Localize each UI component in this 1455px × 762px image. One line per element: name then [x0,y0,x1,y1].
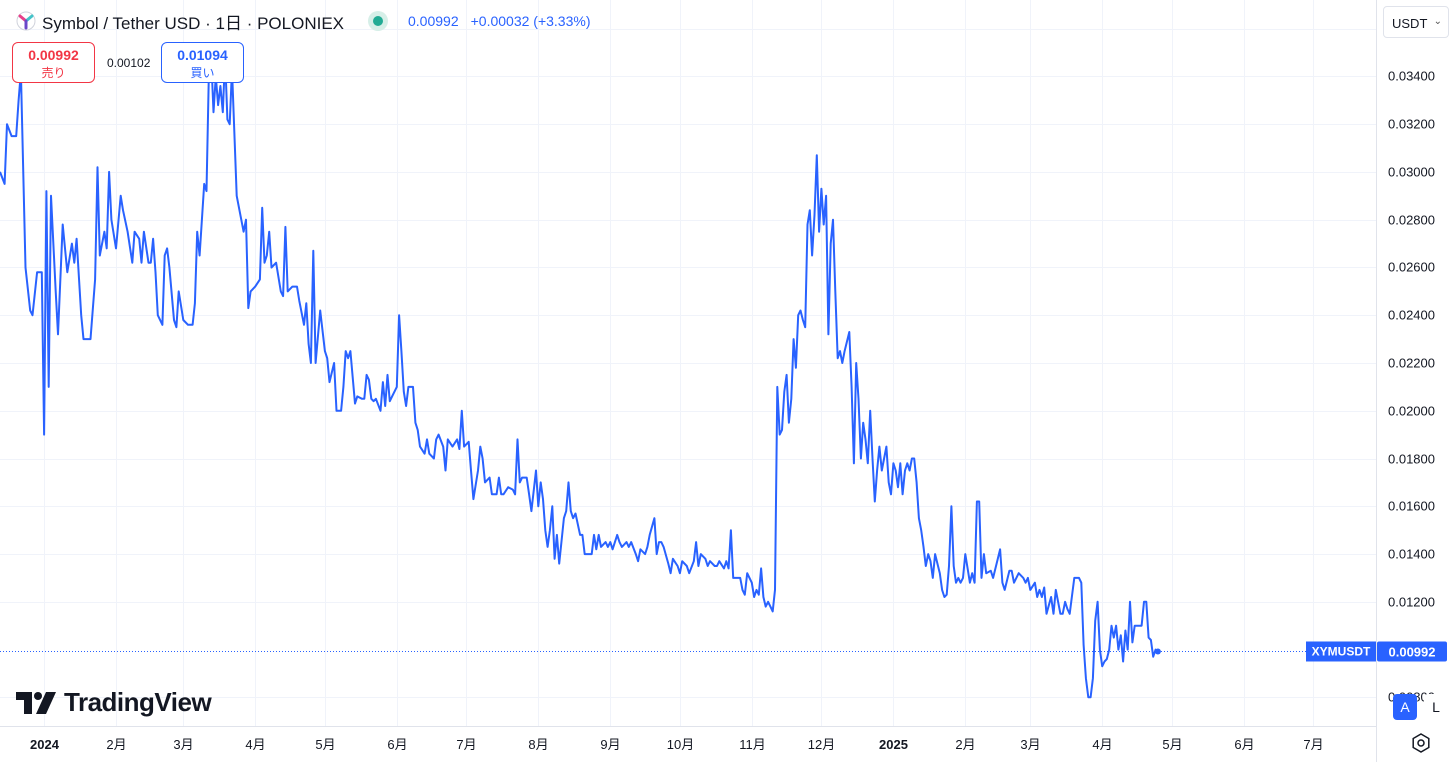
spread-value: 0.00102 [107,56,151,70]
price-tick-label: 0.01400 [1388,547,1435,562]
price-tick-label: 0.02400 [1388,308,1435,323]
price-tick-label: 0.02800 [1388,213,1435,228]
time-tick-label: 11月 [739,737,766,752]
last-price-dot [1154,648,1161,655]
symbol-label: XYMUSDT [1312,644,1371,658]
time-tick-label: 9月 [600,737,620,752]
tradingview-logo-text: TradingView [64,687,212,717]
currency-select[interactable]: USDT ⌄ [1383,6,1449,38]
time-tick-label: 7月 [456,737,476,752]
auto-scale-button[interactable]: A [1393,694,1417,720]
price-tick-label: 0.02600 [1388,260,1435,275]
time-tick-label: 3月 [173,737,193,752]
time-tick-label: 6月 [1234,737,1254,752]
time-tick-label: 7月 [1303,737,1323,752]
chart-header: Symbol / Tether USD · 1日 · POLONIEX 0.00… [16,9,590,33]
time-tick-label: 12月 [808,737,835,752]
symbol-logo-icon [16,11,36,31]
price-tick-label: 0.01200 [1388,595,1435,610]
time-tick-label: 8月 [528,737,548,752]
time-tick-label: 6月 [387,737,407,752]
price-tick-label: 0.02200 [1388,356,1435,371]
current-price-label: 0.00992 [1389,644,1436,659]
time-tick-label: 3月 [1020,737,1040,752]
grid-lines [0,0,1376,726]
time-tick-label: 2月 [955,737,975,752]
time-tick-label: 10月 [667,737,694,752]
time-tick-label: 2024 [30,737,60,752]
price-axis[interactable]: 0.036000.034000.032000.030000.028000.026… [1388,22,1435,705]
time-tick-label: 4月 [1092,737,1112,752]
symbol-label-box [1306,641,1376,662]
current-price-labels: XYMUSDT 0.00992 [1306,641,1447,662]
buy-price: 0.01094 [177,47,228,63]
price-series-line [0,56,1159,699]
time-tick-label: 4月 [245,737,265,752]
tradingview-logo-icon [16,691,56,714]
buy-button[interactable]: 0.01094 買い [161,42,244,83]
time-tick-label: 5月 [1162,737,1182,752]
price-tick-label: 0.01600 [1388,499,1435,514]
current-price-label-box [1377,641,1447,662]
price-change: +0.00032 (+3.33%) [470,13,591,29]
time-tick-label: 2月 [106,737,126,752]
time-tick-label: 5月 [315,737,335,752]
last-price: 0.00992 [408,13,459,29]
sell-button[interactable]: 0.00992 売り [12,42,95,83]
time-axis[interactable]: 2024 2月 3月 4月 5月 6月 7月 8月 9月 10月 11月 12月 2025 2月 3月 4月 5… [30,737,1324,752]
time-tick-label: 2025 [879,737,908,752]
currency-value: USDT [1392,16,1428,31]
price-tick-label: 0.02000 [1388,404,1435,419]
price-tick-label: 0.03400 [1388,69,1435,84]
tradingview-logo[interactable]: TradingView [16,687,212,718]
price-tick-label: 0.03200 [1388,117,1435,132]
symbol-title[interactable]: Symbol / Tether USD · 1日 · POLONIEX [42,13,344,33]
sell-price: 0.00992 [28,47,79,63]
buy-label: 買い [190,66,215,80]
price-tick-label: 0.03000 [1388,165,1435,180]
gear-icon[interactable] [1410,732,1432,754]
sell-label: 売り [41,66,66,80]
log-scale-button[interactable]: L [1424,694,1448,720]
chevron-down-icon: ⌄ [1433,16,1442,27]
price-tick-label: 0.01800 [1388,452,1435,467]
market-open-icon[interactable] [368,11,388,31]
